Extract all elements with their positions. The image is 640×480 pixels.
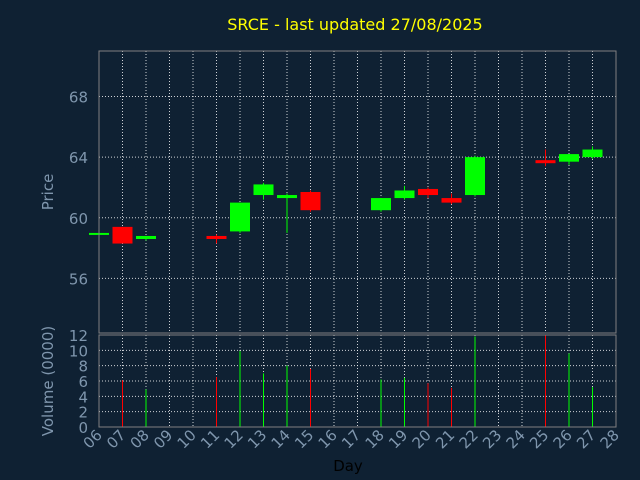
- price-tick-label: 60: [69, 210, 88, 228]
- candle: [559, 154, 579, 165]
- candle-body: [230, 202, 250, 232]
- x-tick-label: 14: [268, 426, 294, 452]
- x-tick-label: 13: [244, 426, 270, 452]
- price-tick-label: 68: [69, 88, 88, 106]
- price-panel-frame: [98, 50, 617, 334]
- candle: [253, 182, 274, 200]
- candle-body: [418, 188, 438, 196]
- candle: [277, 193, 297, 233]
- x-tick-label: 26: [550, 426, 576, 452]
- chart-title: SRCE - last updated 27/08/2025: [227, 15, 482, 34]
- x-tick-label: 25: [526, 426, 552, 452]
- candle: [535, 149, 556, 167]
- x-tick-label: 22: [456, 426, 482, 452]
- volume-axis-label: Volume (0000): [39, 326, 57, 436]
- candle-body: [300, 192, 321, 211]
- volume-tick-label: 2: [78, 404, 88, 422]
- candle-body: [206, 235, 227, 239]
- candle: [136, 235, 156, 241]
- candle-body: [535, 160, 556, 164]
- price-tick-label: 64: [69, 149, 88, 167]
- volume-tick-label: 4: [78, 388, 88, 406]
- candle: [441, 193, 462, 205]
- x-tick-label: 23: [479, 426, 505, 452]
- volume-grid: [99, 335, 616, 427]
- x-tick-label: 24: [503, 426, 529, 452]
- x-tick-label: 11: [197, 426, 223, 452]
- candle: [371, 198, 391, 212]
- volume-tick-label: 10: [69, 342, 88, 360]
- candle-body: [394, 190, 415, 199]
- candle: [112, 226, 133, 244]
- candle: [418, 187, 438, 199]
- volume-tick-label: 0: [78, 419, 88, 437]
- price-axis-label: Price: [39, 174, 57, 211]
- candle-body: [441, 198, 462, 203]
- volume-tick-label: 8: [78, 358, 88, 376]
- price-y-ticks: 56 60 64 68: [69, 88, 88, 288]
- x-tick-label: 21: [432, 426, 458, 452]
- candle: [230, 202, 250, 233]
- x-tick-label: 16: [315, 426, 341, 452]
- candle-body: [112, 226, 133, 244]
- x-axis-label: Day: [333, 457, 363, 475]
- x-tick-label: 18: [362, 426, 388, 452]
- candles: [89, 146, 603, 244]
- candle-body: [582, 149, 603, 158]
- price-grid: [99, 51, 616, 333]
- candle: [394, 185, 415, 200]
- x-ticks: 0607080910111213141516171819202122232425…: [80, 426, 623, 452]
- x-tick-label: 20: [409, 426, 435, 452]
- x-tick-label: 08: [127, 426, 153, 452]
- volume-bars: [122, 335, 593, 427]
- candle: [465, 155, 485, 197]
- x-tick-label: 10: [174, 426, 200, 452]
- candle-body: [253, 184, 274, 196]
- volume-tick-label: 6: [78, 373, 88, 391]
- candle-body: [371, 198, 391, 211]
- price-tick-label: 56: [69, 270, 88, 288]
- candle-body: [465, 157, 485, 196]
- candle-body: [136, 235, 156, 239]
- x-tick-label: 07: [103, 426, 129, 452]
- x-tick-label: 15: [291, 426, 317, 452]
- candle: [206, 234, 227, 244]
- candle: [300, 190, 321, 212]
- x-tick-label: 27: [573, 426, 599, 452]
- x-tick-label: 17: [338, 426, 364, 452]
- candle-body: [277, 195, 297, 199]
- volume-panel-frame: [98, 334, 617, 428]
- x-tick-label: 19: [385, 426, 411, 452]
- candle: [582, 146, 603, 159]
- candle-body: [559, 154, 579, 162]
- x-tick-label: 09: [150, 426, 176, 452]
- x-tick-label: 12: [221, 426, 247, 452]
- x-tick-label: 28: [597, 426, 623, 452]
- volume-tick-label: 12: [69, 327, 88, 345]
